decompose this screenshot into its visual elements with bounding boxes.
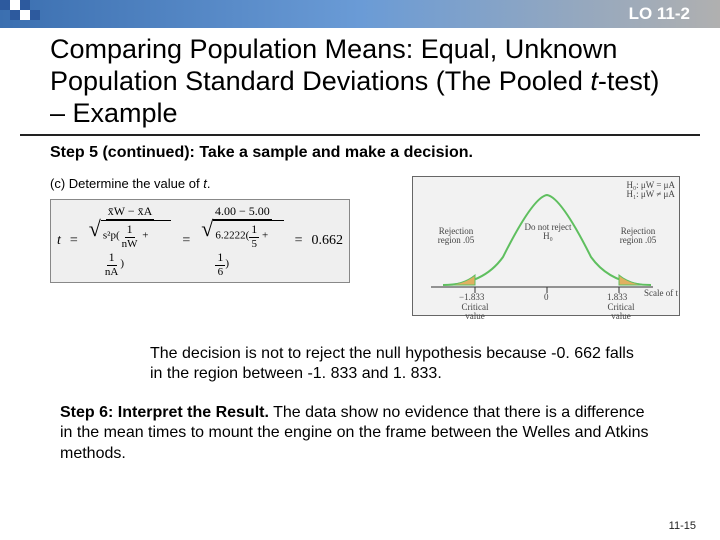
- title-block: Comparing Population Means: Equal, Unkno…: [20, 28, 700, 136]
- rejection-region-diagram: H₀: μW = μAH₁: μW ≠ μA Rejection region …: [412, 176, 680, 316]
- lo-badge: LO 11-2: [629, 4, 690, 24]
- formula-and-diagram-row: (c) Determine the value of t. t= x̄W − x…: [50, 176, 680, 316]
- t-formula: t= x̄W − x̄A √ s²p(1nW + 1nA) = 4.00 − 5…: [50, 199, 350, 283]
- formula-column: (c) Determine the value of t. t= x̄W − x…: [50, 176, 402, 316]
- crit-left-label: Critical value: [457, 303, 493, 322]
- sub-c-label: (c) Determine the value of t.: [50, 176, 402, 191]
- hypotheses-label: H₀: μW = μAH₁: μW ≠ μA: [627, 181, 675, 200]
- header-bar: LO 11-2: [0, 0, 720, 28]
- decision-text: The decision is not to reject the null h…: [150, 344, 650, 385]
- crit-right-label: Critical value: [603, 303, 639, 322]
- logo-icon: [0, 0, 44, 28]
- scale-label: Scale of t: [641, 289, 681, 298]
- step5-heading: Step 5 (continued): Take a sample and ma…: [50, 144, 680, 162]
- crit-right-value: 1.833: [607, 293, 627, 302]
- do-not-reject-label: Do not reject H₀: [523, 223, 573, 242]
- page-number: 11-15: [669, 520, 696, 532]
- rej-left-label: Rejection region .05: [435, 227, 477, 246]
- step6-label: Step 6: Interpret the Result.: [60, 404, 269, 421]
- rej-right-label: Rejection region .05: [617, 227, 659, 246]
- zero-label: 0: [544, 293, 549, 302]
- content-area: Step 5 (continued): Take a sample and ma…: [0, 136, 720, 465]
- step6-block: Step 6: Interpret the Result. The data s…: [60, 403, 660, 465]
- crit-left-value: −1.833: [459, 293, 484, 302]
- page-title: Comparing Population Means: Equal, Unkno…: [50, 34, 670, 130]
